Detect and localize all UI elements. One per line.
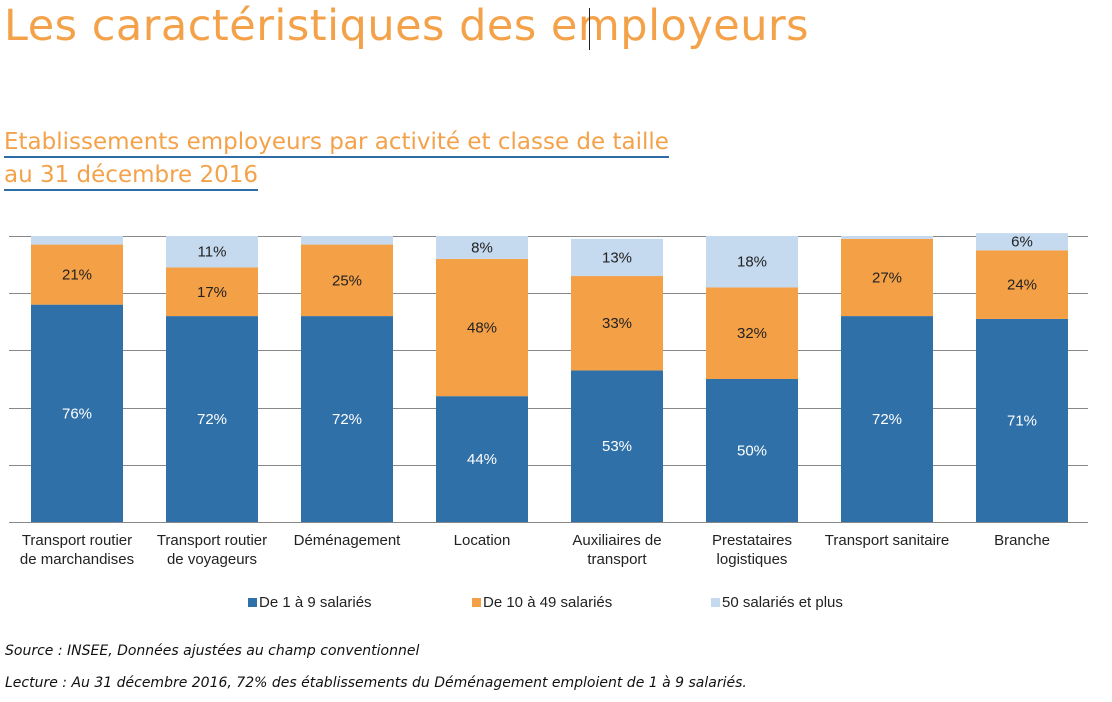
bar-segment-1-cat-3 xyxy=(301,316,393,522)
legend-swatch-series-3 xyxy=(711,598,720,607)
data-label: 17% xyxy=(197,284,227,301)
bar-segment-3-cat-2 xyxy=(166,236,258,268)
data-label: 8% xyxy=(471,239,493,256)
bar-segment-3-cat-7 xyxy=(841,236,933,239)
legend-item-series-3: 50 salariés et plus xyxy=(711,594,843,611)
chart-subtitle[interactable]: Etablissements employeurs par activité e… xyxy=(4,126,669,191)
bar-segment-2-cat-4 xyxy=(436,258,528,397)
bar-segment-1-cat-8 xyxy=(976,318,1068,522)
data-label: 18% xyxy=(737,254,767,271)
bar-segment-1-cat-2 xyxy=(166,316,258,522)
legend-swatch-series-2 xyxy=(472,598,481,607)
category-label: Auxiliaires de xyxy=(572,532,661,549)
bar-segment-3-cat-4 xyxy=(436,236,528,259)
bar-segment-2-cat-7 xyxy=(841,238,933,317)
bar-segment-3-cat-8 xyxy=(976,233,1068,251)
bars xyxy=(31,233,1068,522)
category-labels: Transport routier de marchandises Transpor… xyxy=(20,532,1050,568)
data-label: 33% xyxy=(602,315,632,332)
legend-label: 50 salariés et plus xyxy=(722,594,843,611)
bar-segment-2-cat-3 xyxy=(301,244,393,317)
category-label: transport xyxy=(587,551,647,568)
legend-item-series-2: De 10 à 49 salariés xyxy=(472,594,612,611)
bar-segment-1-cat-5 xyxy=(571,370,663,522)
bar-segment-2-cat-1 xyxy=(31,244,123,305)
data-label: 6% xyxy=(1011,234,1033,251)
chart-subtitle-line-1[interactable]: Etablissements employeurs par activité e… xyxy=(4,129,669,158)
bar-segment-1-cat-7 xyxy=(841,316,933,522)
legend-item-series-1: De 1 à 9 salariés xyxy=(248,594,372,611)
data-label: 71% xyxy=(1007,412,1037,429)
data-label: 50% xyxy=(737,443,767,460)
page-title: Les caractéristiques des employeurs xyxy=(4,1,810,51)
data-label: 44% xyxy=(467,451,497,468)
legend-label: De 1 à 9 salariés xyxy=(259,594,372,611)
data-label: 76% xyxy=(62,405,92,422)
bar-segment-1-cat-6 xyxy=(706,379,798,522)
category-label: Transport sanitaire xyxy=(825,532,950,549)
data-label: 11% xyxy=(198,244,227,261)
category-label: Prestataires xyxy=(712,532,792,549)
data-labels: 76% 21% 72% 17% 11% 72% 25% 44% 48% 8% 53% 33% 13% 50… xyxy=(62,234,1037,468)
data-label: 24% xyxy=(1007,277,1037,294)
bar-segment-3-cat-6 xyxy=(706,236,798,288)
legend-label: De 10 à 49 salariés xyxy=(483,594,613,611)
category-label: de voyageurs xyxy=(167,551,257,568)
stacked-bar-chart: 76% 21% 72% 17% 11% 72% 25% 44% 48% 8% 53% 33% 13% 50… xyxy=(9,233,1088,568)
category-label: Transport routier xyxy=(157,532,267,549)
bar-segment-2-cat-5 xyxy=(571,276,663,371)
data-label: 32% xyxy=(737,325,767,342)
bar-segment-2-cat-6 xyxy=(706,287,798,379)
data-label: 13% xyxy=(602,249,632,266)
category-label: Transport routier xyxy=(22,532,132,549)
bar-segment-2-cat-2 xyxy=(166,267,258,317)
data-label: 72% xyxy=(197,411,227,428)
data-label: 72% xyxy=(872,411,902,428)
data-label: 27% xyxy=(872,269,902,286)
reading-note: Lecture : Au 31 décembre 2016, 72% des é… xyxy=(5,675,747,691)
bar-segment-3-cat-1 xyxy=(31,236,123,245)
data-label: 72% xyxy=(332,411,362,428)
data-label: 25% xyxy=(332,272,362,289)
category-label: Branche xyxy=(994,532,1050,549)
bar-segment-1-cat-4 xyxy=(436,396,528,522)
data-label: 21% xyxy=(62,267,92,284)
bar-segment-2-cat-8 xyxy=(976,250,1068,319)
category-label: Déménagement xyxy=(294,532,402,549)
chart-subtitle-line-2[interactable]: au 31 décembre 2016 xyxy=(4,162,259,191)
bar-segment-1-cat-1 xyxy=(31,304,123,522)
bar-segment-3-cat-5 xyxy=(571,238,663,277)
source-note: Source : INSEE, Données ajustées au cham… xyxy=(5,643,420,659)
text-cursor xyxy=(589,8,590,50)
bar-segment-3-cat-3 xyxy=(301,236,393,245)
category-label: de marchandises xyxy=(20,551,134,568)
legend-swatch-series-1 xyxy=(248,598,257,607)
category-label: Location xyxy=(454,532,511,549)
data-label: 53% xyxy=(602,438,632,455)
category-label: logistiques xyxy=(717,551,788,568)
data-label: 48% xyxy=(467,320,497,337)
